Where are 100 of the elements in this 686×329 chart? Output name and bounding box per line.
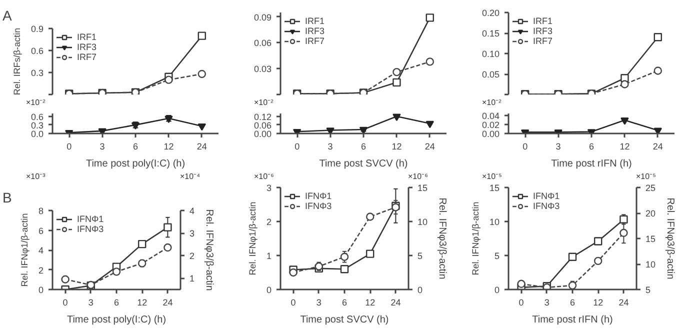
y-axis-title: Rel. IRFs/β-actin <box>12 28 22 96</box>
y2-axis-title: Rel. IFNφ3/β-actin <box>436 198 448 280</box>
point <box>392 78 401 87</box>
x-tick-label: 3 <box>328 142 333 152</box>
x-tick-label: 0 <box>62 298 68 308</box>
legend-label: IFNΦ1 <box>305 191 332 201</box>
point <box>620 118 629 125</box>
y2-axis-title: Rel. IFNφ3/β-actin <box>664 198 676 280</box>
point <box>61 275 70 284</box>
x-tick-label: 6 <box>570 298 576 308</box>
y-tick-label: 0.3 <box>30 120 44 130</box>
y-tick-label: 0 <box>266 285 272 295</box>
y2-tick-label: 20 <box>646 208 656 218</box>
y-tick-label: 0.00 <box>254 129 272 139</box>
x-tick-label: 6 <box>132 142 138 152</box>
y-tick-label: 0.06 <box>254 38 272 48</box>
point <box>654 128 662 134</box>
x-tick-label: 3 <box>556 142 561 152</box>
x-tick-label: 24 <box>196 142 207 152</box>
text: ×10⁻² <box>26 98 46 108</box>
x-tick-label: 24 <box>390 298 401 308</box>
x-axis-title: Time post SVCV (h) <box>300 314 389 326</box>
point <box>392 68 401 76</box>
x-tick-label: 12 <box>137 298 148 308</box>
x-tick-label: 6 <box>360 142 366 152</box>
point <box>340 265 349 274</box>
y-tick-label: 0.0 <box>30 129 44 139</box>
y-tick-label: 0.9 <box>30 24 44 34</box>
point <box>326 128 334 134</box>
y-tick-label: 3 <box>266 183 272 193</box>
point <box>366 212 374 221</box>
y-axis-title: Rel. IFNφ1/β-actin <box>470 202 480 276</box>
text: ×10⁻⁵ <box>636 172 656 182</box>
point <box>426 58 434 66</box>
y2-tick-label: 3 <box>190 228 195 239</box>
y-tick-label: 5 <box>494 251 500 261</box>
point <box>198 70 206 78</box>
legend-label: IRF3 <box>533 26 553 36</box>
y2-axis-title: Rel. IFNφ3/β-actin <box>204 209 215 291</box>
y2-tick-label: 15 <box>646 234 656 244</box>
point <box>164 243 172 252</box>
y-tick-label: 6 <box>38 226 44 236</box>
x-tick-label: 6 <box>114 298 120 308</box>
y2-tick-label: 4 <box>190 206 195 216</box>
x-tick-label: 3 <box>316 298 322 308</box>
y2-tick-label: 10 <box>646 260 656 270</box>
text: ×10⁻⁶ <box>254 172 274 182</box>
point <box>198 123 206 131</box>
point <box>340 252 349 261</box>
x-tick-label: 3 <box>544 298 550 308</box>
legend-label: IRF1 <box>77 32 97 42</box>
y-tick-label: 2 <box>38 265 44 276</box>
text: ×10⁻⁶ <box>408 172 428 182</box>
legend-label: IRF3 <box>305 26 325 36</box>
x-tick-label: 0 <box>290 298 296 308</box>
x-tick-label: 24 <box>652 142 663 152</box>
y-tick-label: 0.6 <box>30 112 44 122</box>
legend-label: IFNΦ3 <box>533 201 560 211</box>
point <box>366 250 374 258</box>
y-tick-label: 15 <box>489 183 500 193</box>
legend-label: IFNΦ1 <box>533 191 560 201</box>
y-tick-label: 0 <box>494 285 500 295</box>
x-axis-title: Time post poly(I:C) (h) <box>66 314 166 326</box>
y2-tick-label: 1 <box>190 274 195 284</box>
x-tick-label: 3 <box>88 298 94 308</box>
x-axis-title: Time post rIFN (h) <box>551 158 632 170</box>
legend-label: IRF3 <box>77 42 97 52</box>
y-tick-label: 2 <box>266 217 272 227</box>
y-tick-label: 0 <box>38 285 44 295</box>
chart-title: B <box>2 190 12 206</box>
y2-tick-label: 10 <box>418 217 428 227</box>
x-tick-label: 12 <box>593 298 604 308</box>
x-tick-label: 12 <box>620 142 630 152</box>
text: ×10⁻² <box>254 98 274 108</box>
y2-tick-label: 0 <box>418 285 423 295</box>
legend-label: IRF7 <box>533 36 553 46</box>
y-tick-label: 1 <box>266 251 272 261</box>
y-tick-label: 0.6 <box>30 46 44 56</box>
point <box>517 280 526 288</box>
y-tick-label: 10 <box>489 217 500 227</box>
point <box>289 268 298 277</box>
point <box>620 80 629 88</box>
y-tick-label: 0.00 <box>482 129 500 139</box>
x-tick-label: 12 <box>164 142 174 152</box>
point <box>568 252 577 261</box>
point <box>620 228 628 237</box>
x-tick-label: 0 <box>294 142 300 152</box>
point <box>164 223 172 232</box>
x-axis-title: Time post poly(I:C) (h) <box>86 158 186 170</box>
y2-tick-label: 5 <box>646 285 651 295</box>
y2-tick-label: 2 <box>190 251 195 262</box>
legend-label: IFNΦ1 <box>77 214 104 224</box>
x-tick-label: 24 <box>162 298 173 308</box>
y-tick-label: 0.09 <box>254 12 272 22</box>
y2-tick-label: 15 <box>418 183 428 193</box>
point <box>392 114 401 121</box>
legend-label: IRF1 <box>305 16 325 26</box>
legend-label: IFNΦ3 <box>77 224 104 234</box>
legend-label: IFNΦ3 <box>305 201 332 211</box>
y-tick-label: 0.02 <box>482 120 500 130</box>
